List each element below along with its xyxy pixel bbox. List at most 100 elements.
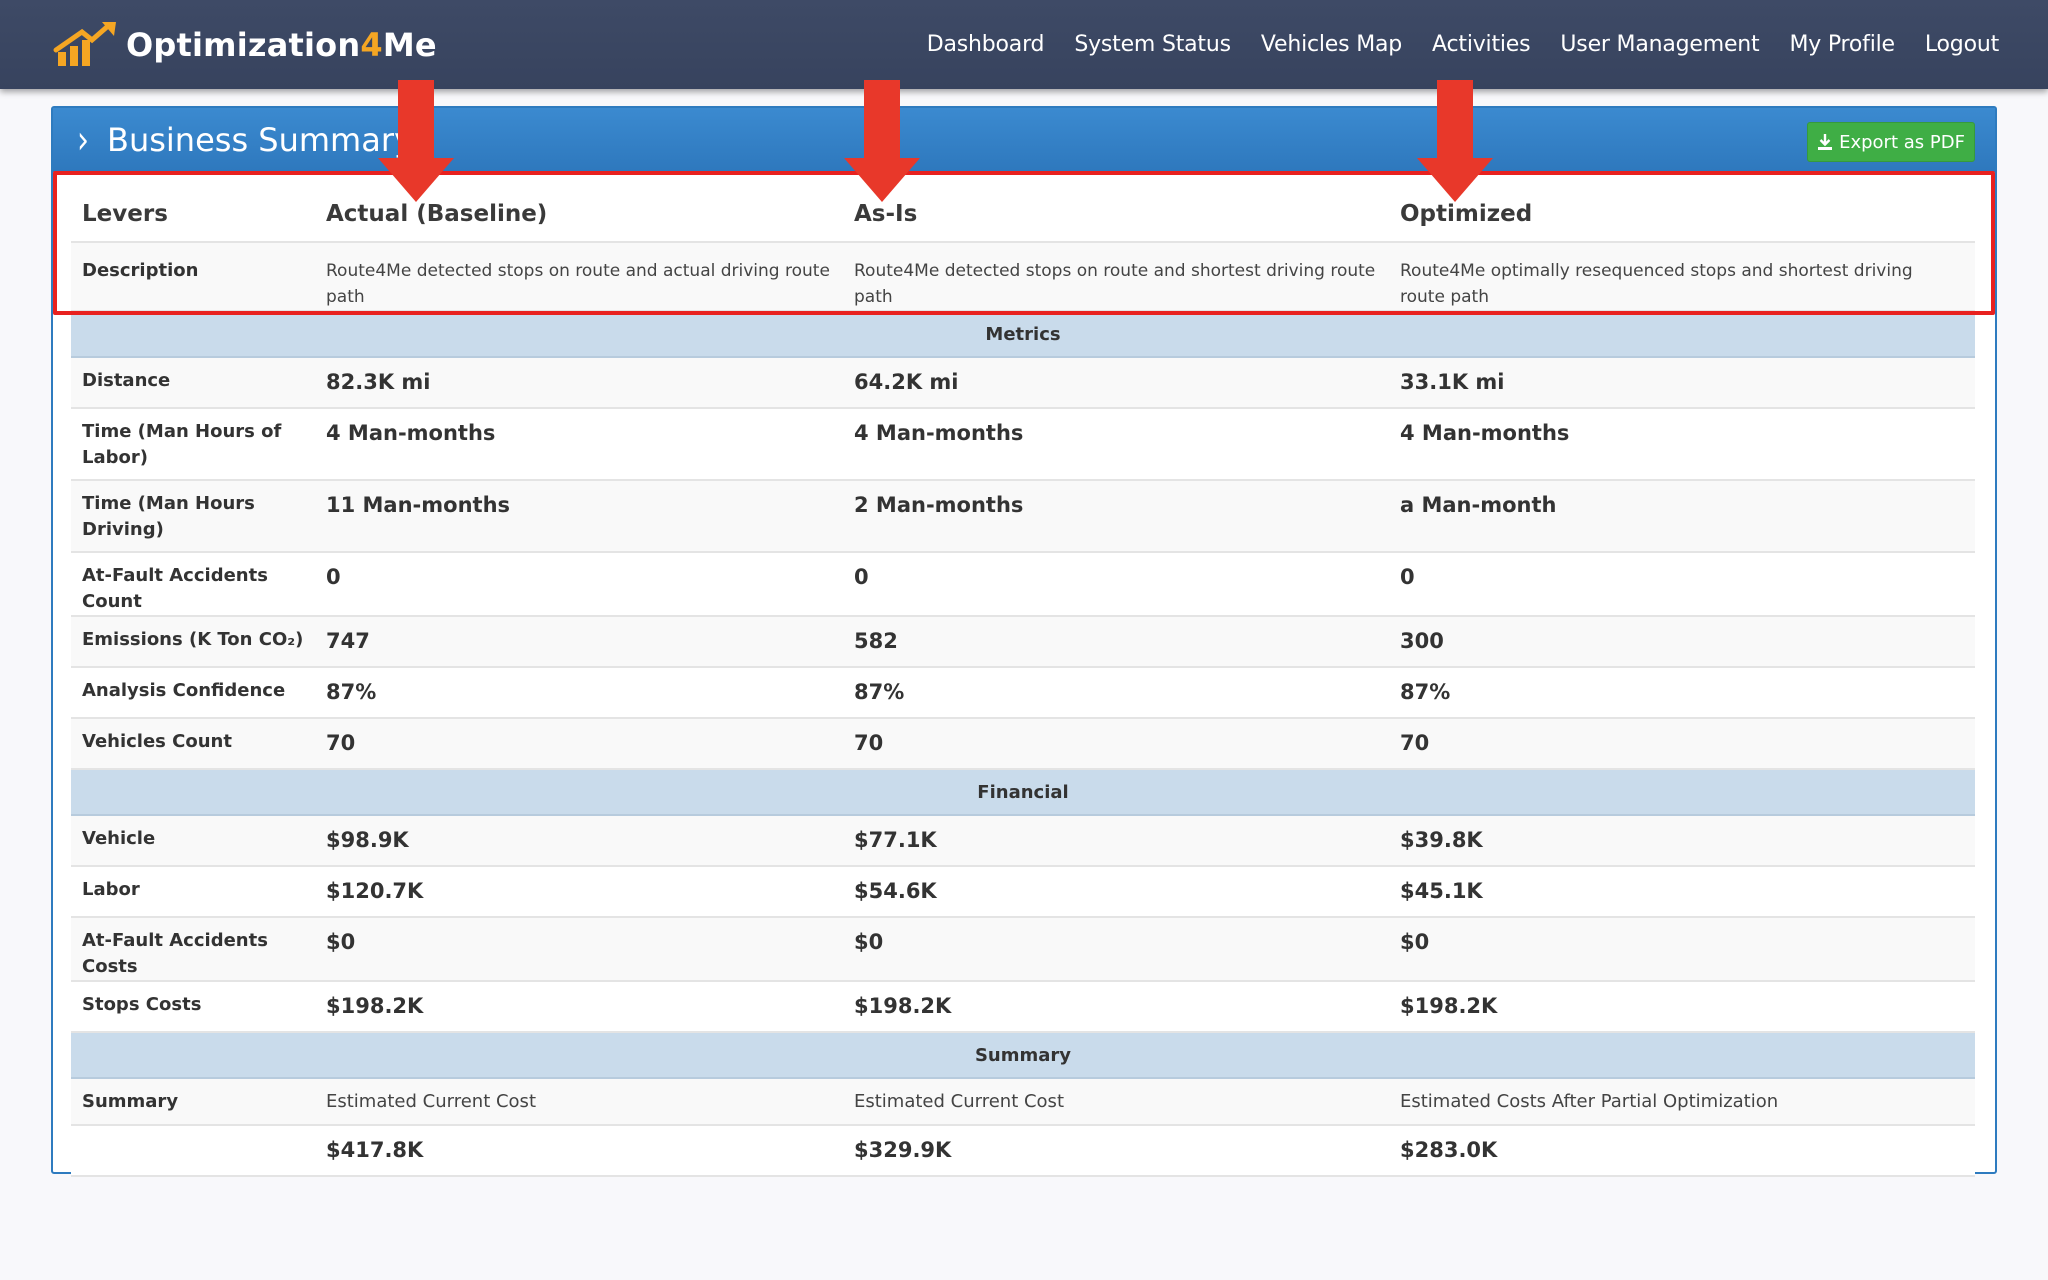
cell-value: $417.8K bbox=[325, 1125, 853, 1177]
cell-value: 747 bbox=[325, 616, 853, 668]
app-logo[interactable]: Optimization4Me bbox=[52, 20, 437, 70]
table-row: At-Fault Accidents Costs $0 $0 $0 bbox=[71, 917, 1975, 982]
cell-value: 4 Man-months bbox=[1399, 408, 1975, 481]
table-header-row: Levers Actual (Baseline) As-Is Optimized bbox=[71, 178, 1975, 243]
cell-value: $198.2K bbox=[853, 981, 1399, 1033]
section-summary: Summary bbox=[71, 1032, 1975, 1079]
table-row: Labor $120.7K $54.6K $45.1K bbox=[71, 866, 1975, 918]
cell-value: a Man-month bbox=[1399, 480, 1975, 553]
top-navbar: Optimization4Me Dashboard System Status … bbox=[0, 0, 2048, 89]
table-row: Vehicles Count 70 70 70 bbox=[71, 718, 1975, 770]
nav-logout[interactable]: Logout bbox=[1924, 32, 1999, 57]
cell-value: $77.1K bbox=[853, 815, 1399, 867]
table-row: Stops Costs $198.2K $198.2K $198.2K bbox=[71, 981, 1975, 1033]
panel-title[interactable]: › Business Summary bbox=[77, 108, 413, 172]
cell-value: 0 bbox=[325, 552, 853, 617]
download-icon bbox=[1818, 134, 1833, 150]
export-pdf-button[interactable]: Export as PDF bbox=[1807, 122, 1975, 162]
cell-value: $0 bbox=[1399, 917, 1975, 982]
row-label: Description bbox=[71, 242, 325, 312]
row-label: Stops Costs bbox=[71, 981, 325, 1033]
table-row: $417.8K $329.9K $283.0K bbox=[71, 1125, 1975, 1177]
row-label: Vehicle bbox=[71, 815, 325, 867]
business-summary-table: Levers Actual (Baseline) As-Is Optimized… bbox=[71, 178, 1975, 1177]
table-row: Distance 82.3K mi 64.2K mi 33.1K mi bbox=[71, 357, 1975, 409]
cell-value: 582 bbox=[853, 616, 1399, 668]
cell-value: 64.2K mi bbox=[853, 357, 1399, 409]
section-title: Summary bbox=[71, 1032, 1975, 1079]
row-label: Labor bbox=[71, 866, 325, 918]
logo-icon bbox=[53, 22, 116, 66]
chevron-right-icon: › bbox=[77, 117, 89, 163]
cell-value: Estimated Costs After Partial Optimizati… bbox=[1399, 1078, 1975, 1126]
row-label bbox=[71, 1125, 325, 1177]
cell-value: Estimated Current Cost bbox=[325, 1078, 853, 1126]
export-pdf-label: Export as PDF bbox=[1839, 131, 1965, 153]
table-row: Time (Man Hours Driving) 11 Man-months 2… bbox=[71, 480, 1975, 553]
cell-value: 300 bbox=[1399, 616, 1975, 668]
cell-value: 70 bbox=[1399, 718, 1975, 770]
cell-value: 70 bbox=[853, 718, 1399, 770]
cell-value: 11 Man-months bbox=[325, 480, 853, 553]
cell-value: 4 Man-months bbox=[853, 408, 1399, 481]
table-row: Time (Man Hours of Labor) 4 Man-months 4… bbox=[71, 408, 1975, 481]
cell-value: Route4Me detected stops on route and sho… bbox=[853, 242, 1399, 312]
cell-value: $329.9K bbox=[853, 1125, 1399, 1177]
section-financial: Financial bbox=[71, 769, 1975, 816]
cell-value: 0 bbox=[1399, 552, 1975, 617]
nav-system-status[interactable]: System Status bbox=[1074, 32, 1231, 57]
logo-text: Optimization4Me bbox=[126, 26, 437, 64]
cell-value: 33.1K mi bbox=[1399, 357, 1975, 409]
nav-vehicles-map[interactable]: Vehicles Map bbox=[1260, 32, 1403, 57]
section-title: Financial bbox=[71, 769, 1975, 816]
cell-value: $283.0K bbox=[1399, 1125, 1975, 1177]
col-header-actual: Actual (Baseline) bbox=[325, 178, 853, 243]
section-metrics: Metrics bbox=[71, 311, 1975, 358]
cell-value: $39.8K bbox=[1399, 815, 1975, 867]
cell-value: $0 bbox=[853, 917, 1399, 982]
cell-value: $198.2K bbox=[1399, 981, 1975, 1033]
cell-value: 82.3K mi bbox=[325, 357, 853, 409]
row-label: At-Fault Accidents Count bbox=[71, 552, 325, 617]
cell-value: $0 bbox=[325, 917, 853, 982]
cell-value: Route4Me detected stops on route and act… bbox=[325, 242, 853, 312]
cell-value: 87% bbox=[853, 667, 1399, 719]
table-row: Analysis Confidence 87% 87% 87% bbox=[71, 667, 1975, 719]
col-header-as-is: As-Is bbox=[853, 178, 1399, 243]
cell-value: 2 Man-months bbox=[853, 480, 1399, 553]
cell-value: Route4Me optimally resequenced stops and… bbox=[1399, 242, 1975, 312]
cell-value: $198.2K bbox=[325, 981, 853, 1033]
table-row: Emissions (K Ton CO₂) 747 582 300 bbox=[71, 616, 1975, 668]
row-label: Distance bbox=[71, 357, 325, 409]
row-label: Time (Man Hours Driving) bbox=[71, 480, 325, 553]
cell-value: 87% bbox=[1399, 667, 1975, 719]
table-row: Summary Estimated Current Cost Estimated… bbox=[71, 1078, 1975, 1126]
cell-value: 4 Man-months bbox=[325, 408, 853, 481]
main-nav: Dashboard System Status Vehicles Map Act… bbox=[912, 0, 2014, 89]
cell-value: Estimated Current Cost bbox=[853, 1078, 1399, 1126]
row-label: Vehicles Count bbox=[71, 718, 325, 770]
row-label: Summary bbox=[71, 1078, 325, 1126]
row-label: At-Fault Accidents Costs bbox=[71, 917, 325, 982]
cell-value: $98.9K bbox=[325, 815, 853, 867]
col-header-optimized: Optimized bbox=[1399, 178, 1975, 243]
nav-dashboard[interactable]: Dashboard bbox=[926, 32, 1045, 57]
description-row: Description Route4Me detected stops on r… bbox=[71, 242, 1975, 312]
row-label: Time (Man Hours of Labor) bbox=[71, 408, 325, 481]
cell-value: $45.1K bbox=[1399, 866, 1975, 918]
section-title: Metrics bbox=[71, 311, 1975, 358]
panel-title-text: Business Summary bbox=[107, 121, 413, 159]
row-label: Analysis Confidence bbox=[71, 667, 325, 719]
nav-my-profile[interactable]: My Profile bbox=[1789, 32, 1895, 57]
nav-user-management[interactable]: User Management bbox=[1560, 32, 1760, 57]
nav-activities[interactable]: Activities bbox=[1432, 32, 1531, 57]
cell-value: $120.7K bbox=[325, 866, 853, 918]
row-label: Emissions (K Ton CO₂) bbox=[71, 616, 325, 668]
table-row: At-Fault Accidents Count 0 0 0 bbox=[71, 552, 1975, 617]
cell-value: 0 bbox=[853, 552, 1399, 617]
col-header-levers: Levers bbox=[71, 178, 325, 243]
cell-value: 70 bbox=[325, 718, 853, 770]
panel-header: › Business Summary Export as PDF bbox=[53, 108, 1995, 172]
cell-value: $54.6K bbox=[853, 866, 1399, 918]
cell-value: 87% bbox=[325, 667, 853, 719]
